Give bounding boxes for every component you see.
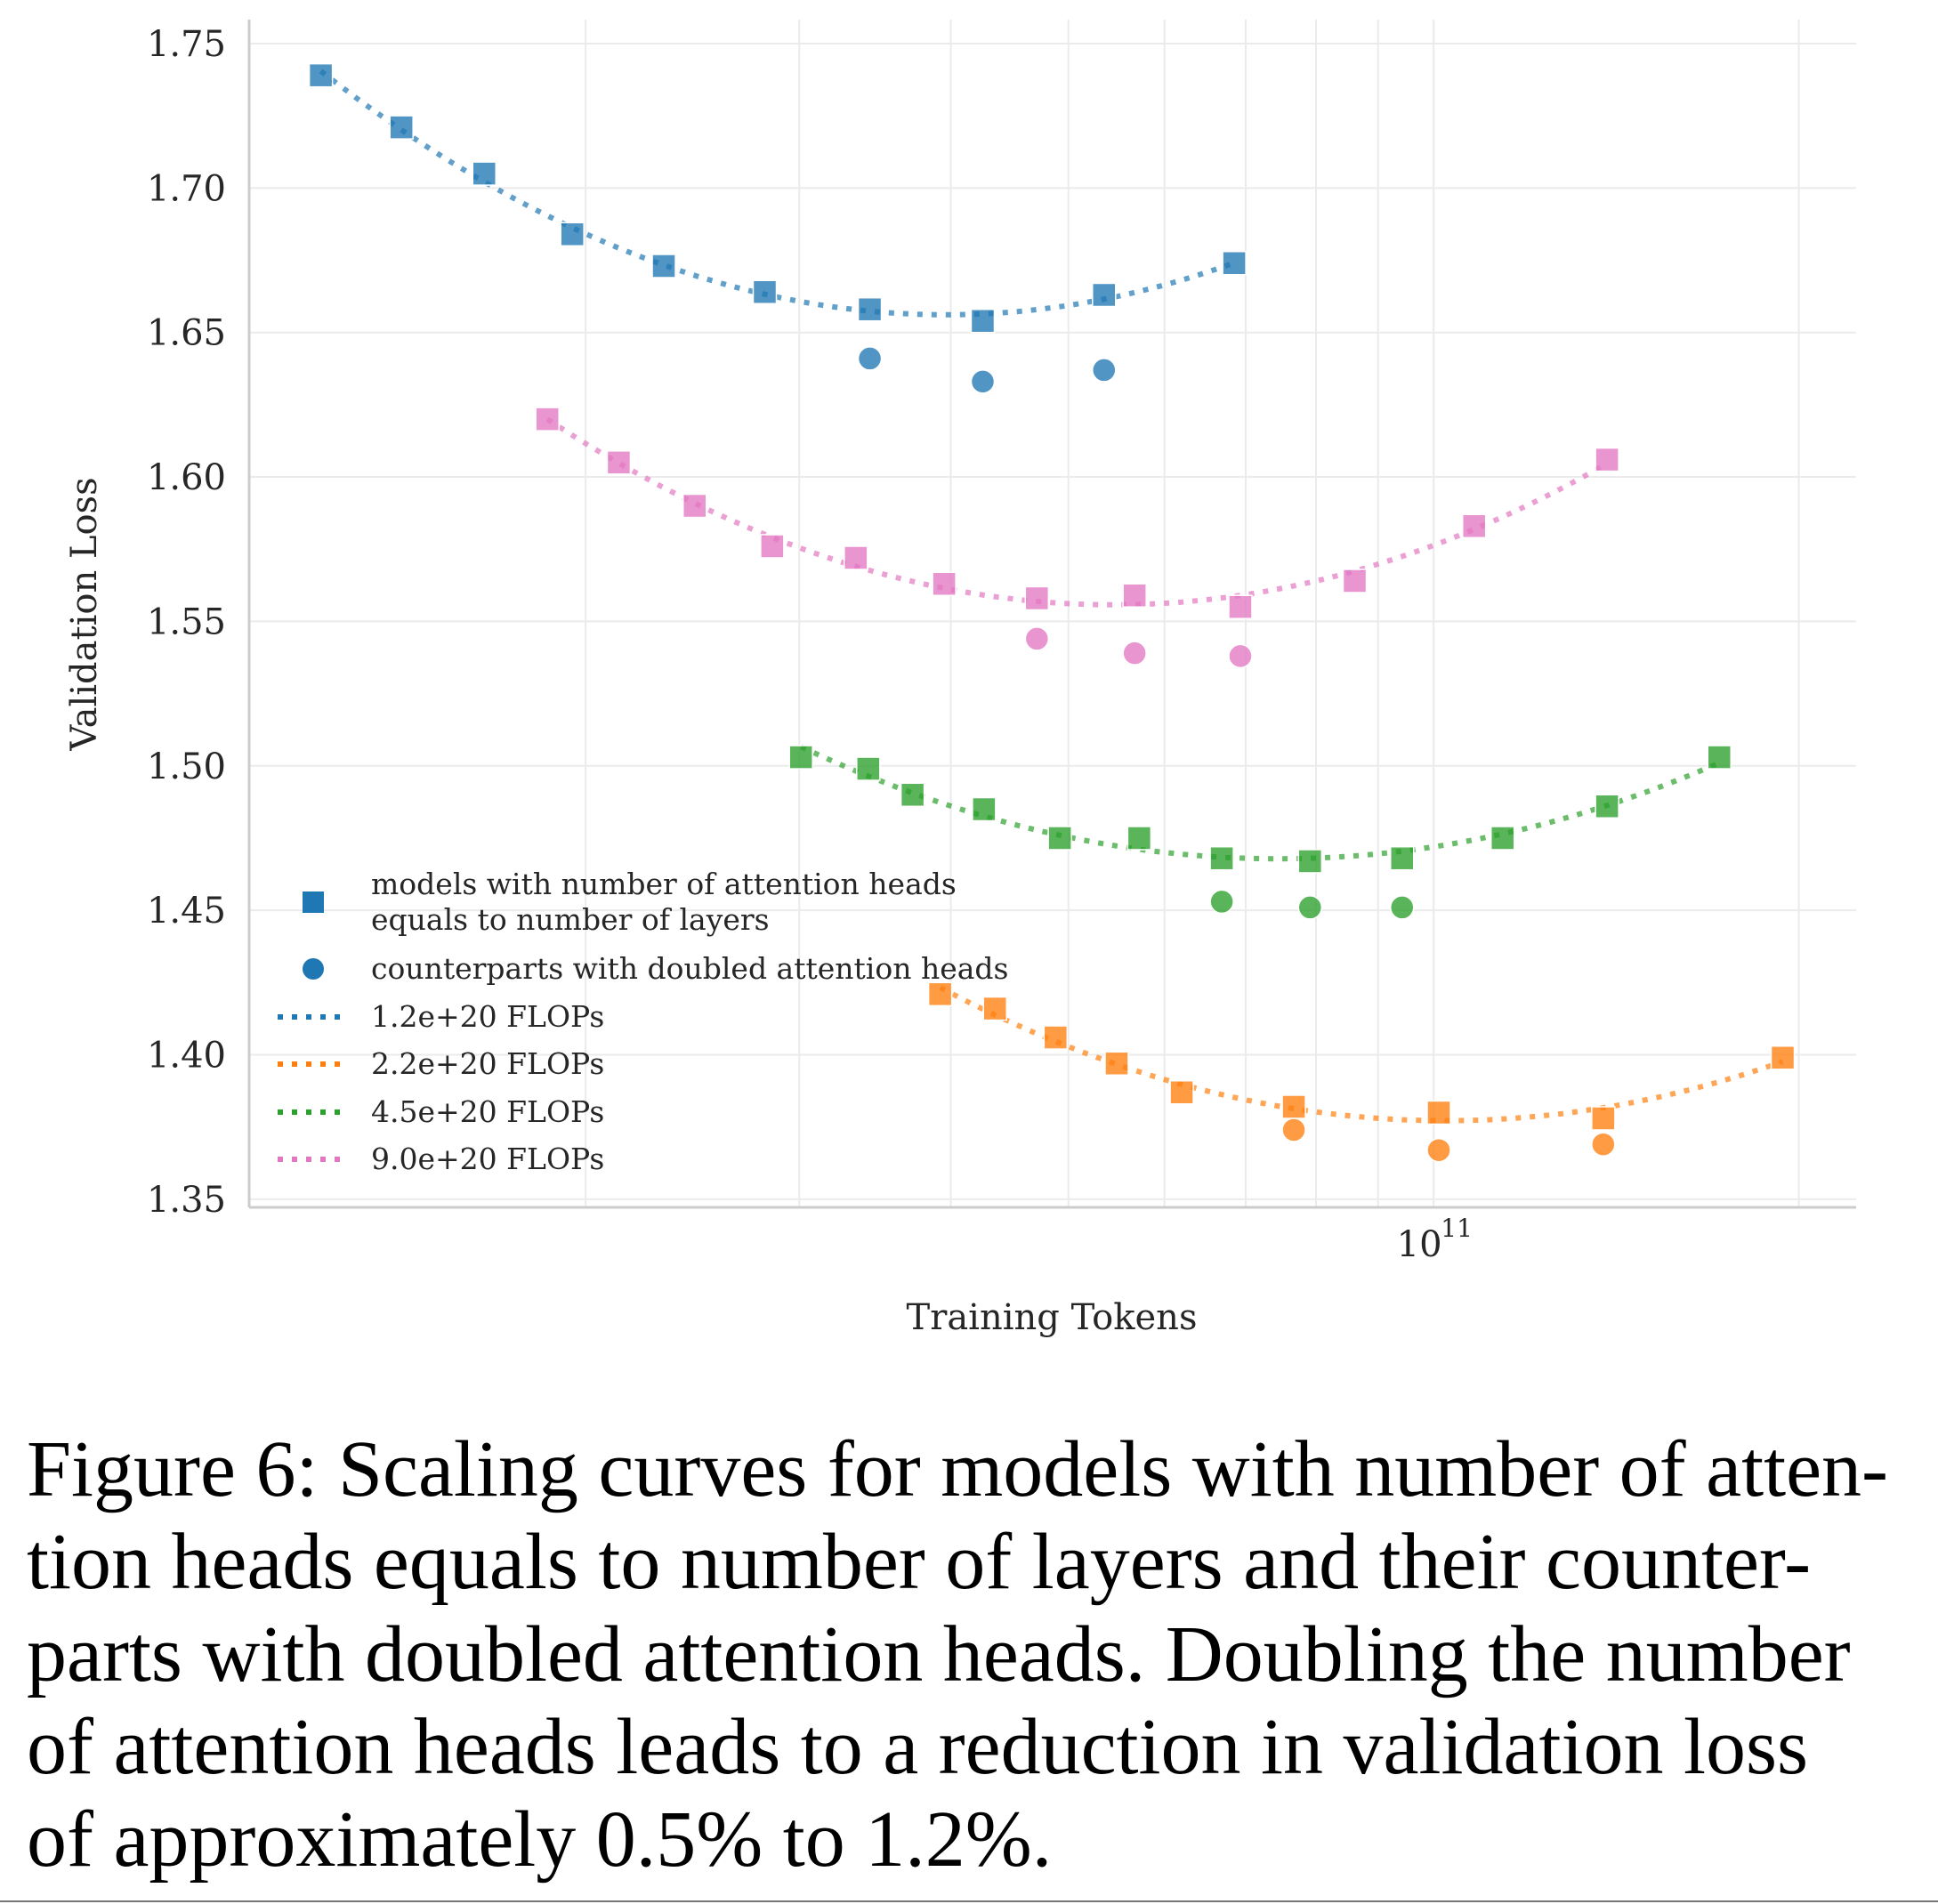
figure-caption: Figure 6: Scaling curves for models with…: [27, 1424, 1922, 1886]
square-point: [1047, 826, 1072, 851]
square-point: [1092, 282, 1117, 308]
square-point: [1490, 826, 1515, 851]
square-point: [389, 115, 414, 140]
square-point: [1595, 794, 1619, 819]
square-point: [651, 254, 676, 278]
circle-point: [1297, 895, 1323, 920]
square-point: [1281, 1094, 1306, 1119]
square-point: [1426, 1100, 1451, 1125]
square-point: [472, 161, 497, 186]
y-tick-label: 1.55: [147, 601, 226, 642]
page-bottom-rule: [0, 1900, 1938, 1902]
fit-curve-1-2e-20-flops: [319, 69, 1236, 318]
caption-line: tion heads equals to number of layers an…: [27, 1518, 1812, 1606]
circle-point: [970, 369, 996, 394]
square-point: [1770, 1045, 1796, 1070]
scaling-curves-chart: 1.35 1.40 1.45 1.50 1.55 1.60 1.65 1.70 1.75 1011…: [64, 20, 1856, 1338]
square-point: [1595, 447, 1619, 472]
circle-point: [1426, 1137, 1451, 1163]
square-point: [1297, 849, 1323, 874]
square-point: [927, 981, 953, 1007]
circle-point: [857, 346, 883, 371]
legend-label: 1.2e+20 FLOPs: [371, 999, 604, 1034]
square-point: [1222, 251, 1247, 276]
legend-circle-icon: [303, 958, 324, 980]
legend-label: 2.2e+20 FLOPs: [371, 1046, 604, 1081]
square-point: [1591, 1106, 1616, 1131]
caption-line: of approximately 0.5% to 1.2%.: [27, 1795, 1053, 1884]
square-point: [760, 534, 785, 559]
legend-label: models with number of attention heads: [371, 867, 957, 901]
square-point: [1024, 585, 1050, 611]
square-point: [1707, 745, 1732, 770]
circle-point: [1024, 626, 1050, 651]
fit-curves: [319, 69, 1784, 1124]
circle-point: [1092, 358, 1117, 383]
square-point: [682, 493, 707, 519]
legend-label: 9.0e+20 FLOPs: [371, 1142, 604, 1176]
square-point: [932, 571, 957, 596]
square-point: [752, 279, 778, 304]
x-axis-label: Training Tokens: [907, 1297, 1198, 1338]
circle-point: [1591, 1132, 1616, 1157]
square-point: [535, 407, 560, 432]
y-tick-label: 1.75: [147, 24, 226, 65]
y-tick-label: 1.50: [147, 746, 226, 787]
square-point: [982, 996, 1007, 1021]
legend-square-icon: [303, 891, 324, 913]
legend: models with number of attention headsequ…: [278, 867, 1008, 1176]
circle-point: [1209, 889, 1234, 915]
legend-label: counterparts with doubled attention head…: [371, 951, 1008, 986]
caption-line: Figure 6: Scaling curves for models with…: [27, 1425, 1889, 1513]
square-point: [970, 308, 996, 334]
x-tick-exponent: 11: [1441, 1214, 1473, 1243]
square-point: [1043, 1025, 1069, 1050]
x-tick-label: 10: [1397, 1224, 1442, 1265]
square-point: [1169, 1080, 1194, 1105]
square-point: [844, 545, 868, 570]
y-tick-label: 1.65: [147, 313, 226, 354]
circle-point: [1281, 1117, 1306, 1142]
fit-curve-2-2e-20-flops: [939, 985, 1784, 1124]
square-point: [972, 796, 997, 822]
axes: [247, 20, 1856, 1209]
circle-point: [1228, 643, 1253, 669]
data-points: [308, 62, 1796, 1163]
square-point: [900, 782, 925, 808]
square-point: [856, 756, 881, 781]
square-point: [788, 745, 813, 770]
square-point: [857, 296, 883, 322]
square-point: [1104, 1051, 1129, 1077]
caption-line: parts with doubled attention heads. Doub…: [27, 1610, 1851, 1698]
square-point: [1122, 583, 1147, 608]
legend-label: equals to number of layers: [371, 902, 770, 937]
y-tick-label: 1.70: [147, 168, 226, 209]
fit-curve-4-5e-20-flops: [799, 744, 1721, 862]
y-axis-label: Validation Loss: [64, 477, 105, 751]
square-point: [560, 222, 585, 247]
y-tick-label: 1.40: [147, 1036, 226, 1077]
square-point: [1461, 513, 1487, 539]
legend-label: 4.5e+20 FLOPs: [371, 1094, 604, 1129]
y-tick-label: 1.60: [147, 457, 226, 498]
square-point: [308, 62, 334, 88]
circle-point: [1389, 895, 1415, 920]
square-point: [1126, 826, 1152, 851]
square-point: [1228, 594, 1253, 619]
gridlines: [249, 20, 1856, 1207]
square-point: [1342, 569, 1368, 593]
square-point: [606, 450, 632, 475]
y-tick-label: 1.35: [147, 1180, 226, 1221]
caption-line: of attention heads leads to a reduction …: [27, 1703, 1809, 1791]
y-tick-label: 1.45: [147, 891, 226, 932]
square-point: [1389, 845, 1415, 871]
fit-curve-9-0e-20-flops: [545, 416, 1609, 608]
circle-point: [1122, 641, 1147, 666]
square-point: [1209, 845, 1234, 871]
